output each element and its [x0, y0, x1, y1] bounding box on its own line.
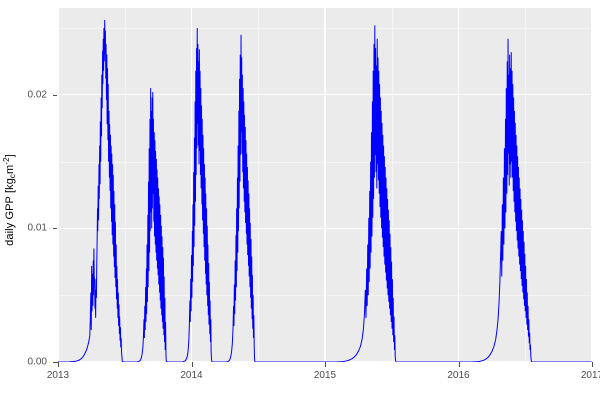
- y-axis-title: daily GPP [kgcm-2]: [0, 0, 18, 400]
- y-tick-label: 0.00: [27, 356, 47, 368]
- x-tick-mark: [58, 362, 59, 367]
- y-tick-mark: [53, 362, 58, 363]
- x-tick-label: 2016: [447, 370, 470, 381]
- gridline-minor-x: [391, 8, 393, 362]
- gridline-major-x: [57, 8, 59, 362]
- series-line-gpp: [58, 20, 592, 362]
- gridline-minor-x: [525, 8, 526, 362]
- gridline-major-x: [591, 8, 593, 362]
- gridline-major-x: [457, 8, 460, 362]
- x-tick-label: 2014: [180, 370, 203, 381]
- gridline-minor-x: [124, 8, 126, 362]
- y-tick-label: 0.01: [27, 222, 47, 234]
- gridline-major-x: [324, 8, 326, 362]
- x-tick-label: 2017: [580, 370, 600, 381]
- gridline-minor-x: [258, 8, 259, 362]
- y-tick-label: 0.02: [27, 89, 47, 101]
- y-tick-mark: [53, 228, 58, 230]
- x-tick-mark: [191, 362, 193, 367]
- gridline-major-x: [190, 8, 193, 362]
- x-tick-label: 2015: [313, 370, 337, 381]
- plot-panel: [57, 8, 593, 363]
- x-tick-mark: [325, 362, 326, 367]
- gpp-polyline: [58, 20, 592, 362]
- x-tick-mark: [458, 362, 460, 367]
- x-tick-mark: [592, 362, 593, 367]
- x-tick-label: 2013: [46, 370, 70, 381]
- y-tick-mark: [53, 94, 58, 96]
